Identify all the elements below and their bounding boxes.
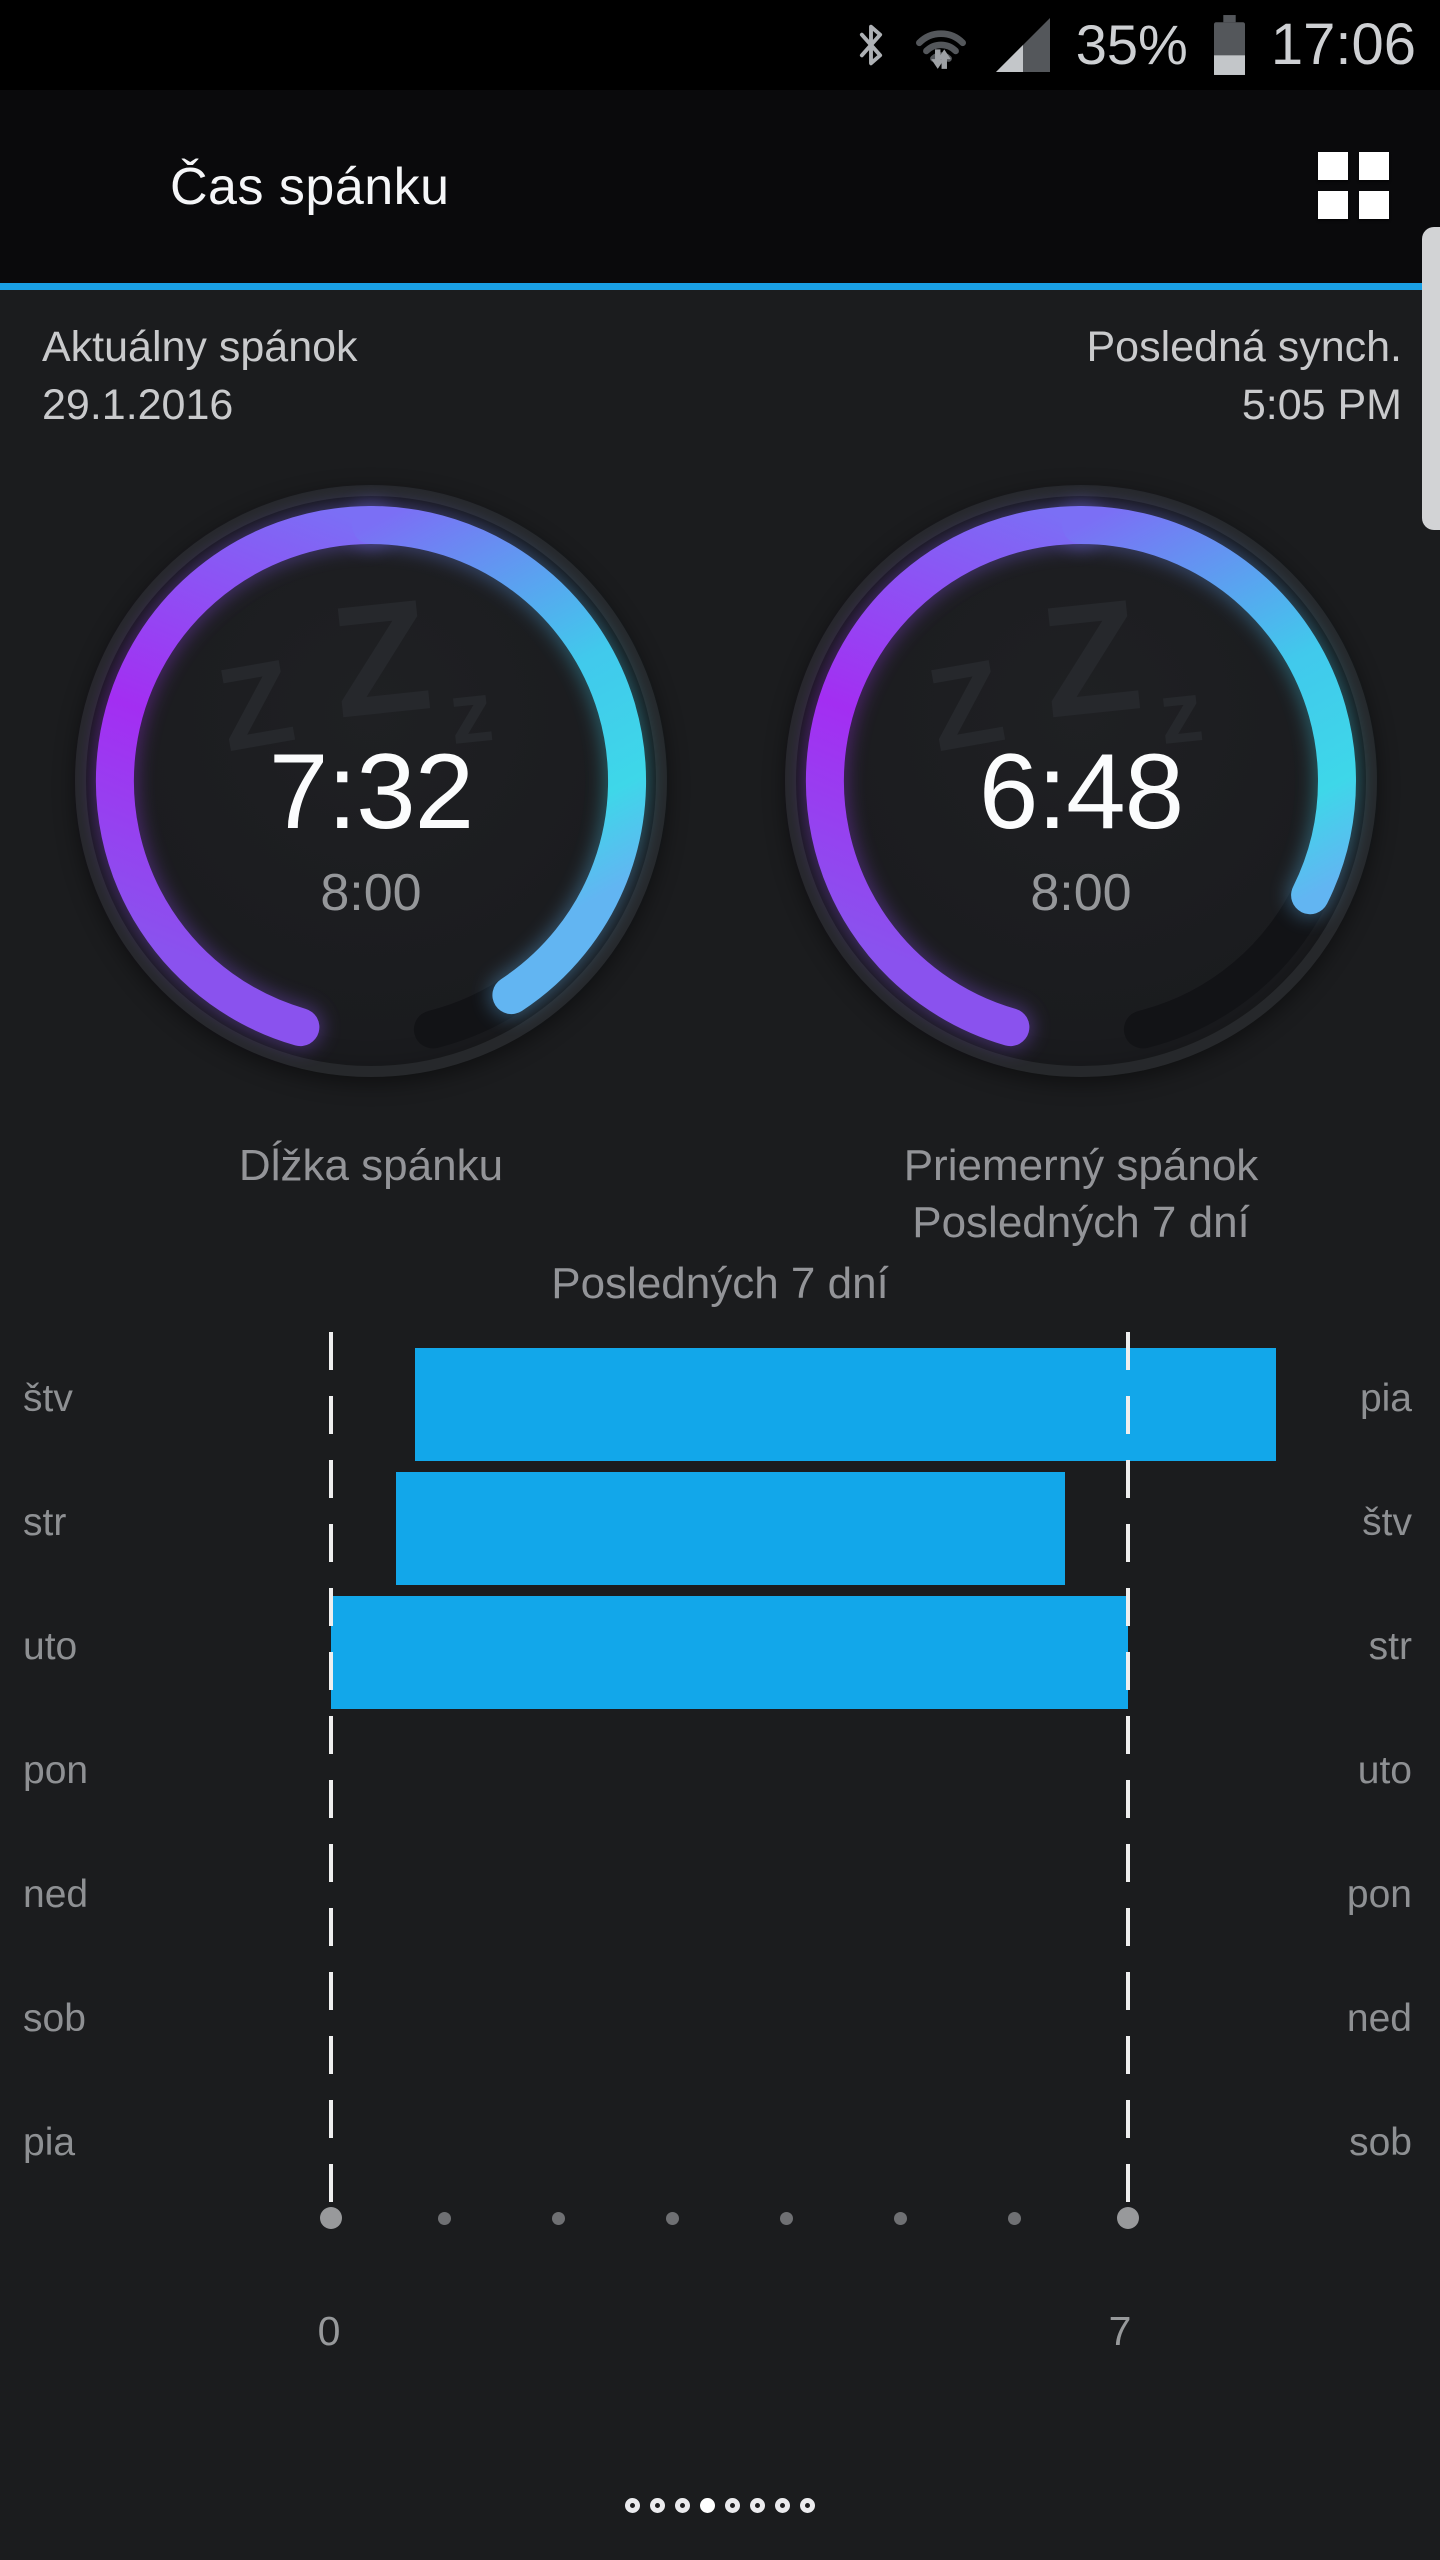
- chart-left-bound-line: [329, 1332, 333, 2208]
- average-sleep-value: 6:48: [978, 731, 1184, 851]
- bluetooth-icon: [859, 24, 882, 66]
- chart-right-bound-line: [1126, 1332, 1130, 2208]
- day-label-left: pon: [23, 1749, 89, 1792]
- axis-dot: [893, 2211, 907, 2225]
- day-label-right: štv: [1362, 1501, 1412, 1544]
- gauge-arc: [801, 502, 1360, 1051]
- axis-dot: [779, 2211, 793, 2225]
- sleep-duration-value: 7:32: [268, 731, 474, 851]
- cellular-signal-icon: [995, 18, 1050, 72]
- current-sleep-date: 29.1.2016: [42, 381, 234, 429]
- zzz-sleep-icon: Z: [1033, 566, 1149, 752]
- day-label-right: sob: [1349, 2121, 1412, 2164]
- grid-icon: [1318, 151, 1348, 180]
- sleep-bar: [331, 1596, 1128, 1709]
- header-accent-line: [0, 283, 1440, 290]
- axis-dot: [552, 2211, 566, 2225]
- pager-dot[interactable]: [725, 2498, 740, 2513]
- day-label-left: sob: [23, 1997, 86, 2040]
- sleep-bar: [395, 1472, 1066, 1585]
- scrollbar-thumb[interactable]: [1422, 227, 1440, 530]
- average-sleep-label: Priemerný spánok Posledných 7 dní: [903, 1141, 1259, 1247]
- day-label-left: pia: [23, 2121, 76, 2164]
- day-label-left: štv: [23, 1377, 73, 1420]
- pager-dot[interactable]: [650, 2498, 665, 2513]
- page-title: Čas spánku: [170, 157, 450, 216]
- pager-dot[interactable]: [625, 2498, 640, 2513]
- day-label-left: str: [23, 1501, 67, 1544]
- day-label-left: ned: [23, 1873, 89, 1916]
- last-sync-label: Posledná synch.: [1086, 323, 1402, 371]
- axis-dot: [438, 2211, 452, 2225]
- axis-dot: [1007, 2211, 1021, 2225]
- pager-dot[interactable]: [675, 2498, 690, 2513]
- axis-end-dot: [1117, 2207, 1139, 2229]
- day-label-right: ned: [1346, 1997, 1412, 2040]
- day-label-right: str: [1368, 1625, 1412, 1668]
- battery-icon: [1213, 15, 1245, 75]
- day-label-right: pia: [1359, 1377, 1412, 1420]
- sleep-duration-gauge[interactable]: Z Z z 7:32 8:00: [51, 461, 691, 1101]
- apps-grid-button[interactable]: [1318, 151, 1389, 222]
- app-header: Čas spánku: [0, 90, 1440, 283]
- wifi-icon: [915, 30, 966, 69]
- sleep-bar: [415, 1348, 1276, 1461]
- sleep-goal-value: 8:00: [320, 864, 422, 922]
- sleep-goal-value: 8:00: [1030, 864, 1132, 922]
- current-sleep-info: Aktuálny spánok 29.1.2016: [42, 318, 358, 434]
- pager-dot-active[interactable]: [700, 2498, 715, 2513]
- battery-percent: 35%: [1075, 13, 1188, 76]
- average-sleep-gauge[interactable]: Z Z z 6:48 8:00: [761, 461, 1401, 1101]
- last-sync-time: 5:05 PM: [1241, 381, 1402, 429]
- current-sleep-label: Aktuálny spánok: [42, 323, 358, 371]
- axis-tick-min: 0: [317, 2308, 341, 2354]
- axis-end-dot: [320, 2207, 342, 2229]
- menu-button[interactable]: [52, 161, 120, 213]
- status-bar: 35% 17:06: [0, 0, 1440, 90]
- sleep-duration-label: Dĺžka spánku: [238, 1141, 504, 1190]
- axis-tick-max: 7: [1108, 2308, 1132, 2354]
- day-label-right: pon: [1346, 1873, 1412, 1916]
- wifi-up-arrow-icon: [937, 49, 951, 69]
- axis-dot: [666, 2211, 680, 2225]
- pager-dot[interactable]: [775, 2498, 790, 2513]
- gauge-arc: [91, 502, 651, 1051]
- day-label-left: uto: [23, 1625, 78, 1668]
- status-time: 17:06: [1270, 12, 1416, 77]
- last-sync-info: Posledná synch. 5:05 PM: [1086, 318, 1402, 434]
- pager-dot[interactable]: [750, 2498, 765, 2513]
- pager-dot[interactable]: [800, 2498, 815, 2513]
- chart-title: Posledných 7 dní: [551, 1259, 889, 1308]
- zzz-sleep-icon: Z: [323, 566, 439, 752]
- day-label-right: uto: [1357, 1749, 1412, 1792]
- page-indicator: [0, 2498, 1440, 2513]
